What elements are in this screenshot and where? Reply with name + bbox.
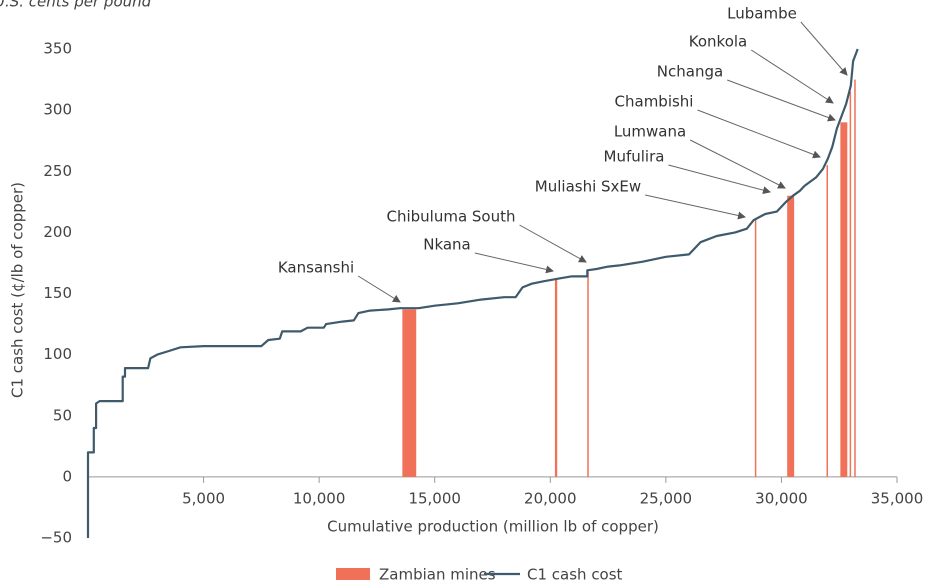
mine-arrow xyxy=(800,21,848,76)
mine-arrow xyxy=(689,139,786,189)
x-tick-label: 10,000 xyxy=(293,489,346,507)
mine-label: Mufulira xyxy=(604,148,665,166)
y-tick-label: 150 xyxy=(43,284,72,302)
mine-arrow xyxy=(474,252,554,274)
mine-label: Konkola xyxy=(689,33,747,51)
mine-bar xyxy=(854,79,856,477)
mine-arrow xyxy=(750,49,834,104)
y-axis-label: C1 cash cost (¢/lb of copper) xyxy=(9,182,27,398)
x-axis-label: Cumulative production (million lb of cop… xyxy=(327,518,659,536)
mine-label: Chibuluma South xyxy=(386,208,515,226)
mine-label: Chambishi xyxy=(615,93,694,111)
x-tick-label: 30,000 xyxy=(755,489,808,507)
mine-label: Nchanga xyxy=(657,63,723,81)
subtitle: U.S. cents per pound xyxy=(0,0,152,11)
mine-label: Lubambe xyxy=(727,5,797,23)
mine-bar xyxy=(587,271,589,477)
mine-label: Lumwana xyxy=(614,123,686,141)
x-tick-label: 15,000 xyxy=(408,489,461,507)
mine-bar xyxy=(789,195,795,477)
mine-arrow xyxy=(727,79,836,122)
mine-bar xyxy=(849,91,852,477)
mine-bar xyxy=(826,165,829,477)
cost-line xyxy=(86,48,859,538)
y-tick-label: 350 xyxy=(43,40,72,58)
mine-bar xyxy=(840,122,848,477)
mine-bar xyxy=(554,278,558,477)
y-tick-label: 100 xyxy=(43,345,72,363)
mine-arrow xyxy=(668,164,771,195)
y-tick-label: 300 xyxy=(43,101,72,119)
mine-arrow xyxy=(357,275,401,303)
x-tick-label: 5,000 xyxy=(182,489,225,507)
mine-bar xyxy=(754,220,757,477)
mine-arrow xyxy=(645,194,746,220)
mine-label: Kansanshi xyxy=(278,259,354,277)
mine-bar xyxy=(402,309,417,477)
y-tick-label: 250 xyxy=(43,162,72,180)
mine-arrow xyxy=(519,224,587,263)
x-tick-label: 25,000 xyxy=(640,489,693,507)
mine-label: Nkana xyxy=(423,236,471,254)
y-tick-label: −50 xyxy=(40,529,72,547)
x-tick-label: 20,000 xyxy=(524,489,577,507)
y-tick-label: 0 xyxy=(62,467,72,485)
legend-label: C1 cash cost xyxy=(527,566,623,584)
y-tick-label: 50 xyxy=(53,406,72,424)
mine-label: Muliashi SxEw xyxy=(535,178,641,196)
mine-bar xyxy=(787,195,790,477)
legend-swatch xyxy=(336,568,370,580)
legend-label: Zambian mines xyxy=(379,566,496,584)
y-tick-label: 200 xyxy=(43,223,72,241)
x-tick-label: 35,000 xyxy=(871,489,924,507)
mine-arrow xyxy=(697,109,821,159)
